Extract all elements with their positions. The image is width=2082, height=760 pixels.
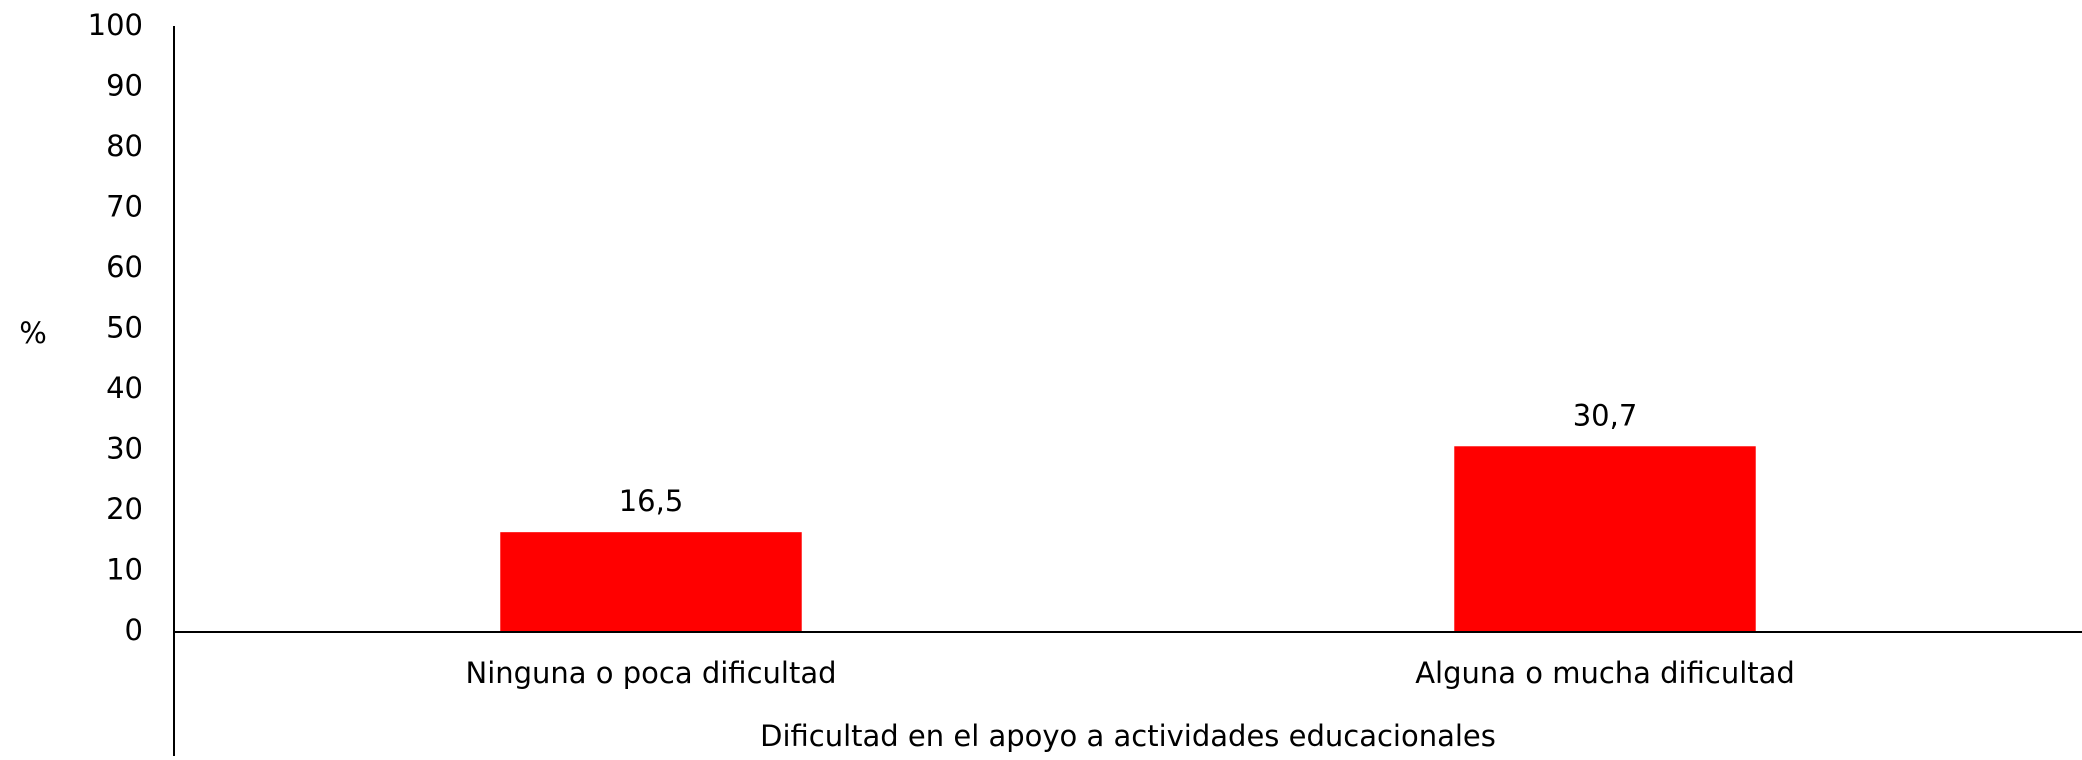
x-axis-label: Dificultad en el apoyo a actividades edu… [760,719,1496,753]
bar [500,532,802,632]
y-tick-label: 90 [106,69,143,103]
y-tick-label: 20 [106,492,143,526]
y-tick-label: 40 [106,371,143,405]
x-tick-label: Alguna o mucha dificultad [1415,656,1795,690]
y-tick-label: 10 [106,553,143,587]
y-axis-label: % [19,316,47,350]
value-label: 30,7 [1573,398,1638,432]
y-tick-label: 70 [106,190,143,224]
y-tick-label: 80 [106,129,143,163]
y-tick-label: 50 [106,311,143,345]
y-tick-label: 30 [106,432,143,466]
value-label: 16,5 [619,484,684,518]
x-tick-label: Ninguna o poca dificultad [466,656,837,690]
bar [1454,446,1756,632]
y-tick-label: 100 [88,8,143,42]
y-tick-label: 60 [106,250,143,284]
y-tick-label: 0 [125,613,143,647]
